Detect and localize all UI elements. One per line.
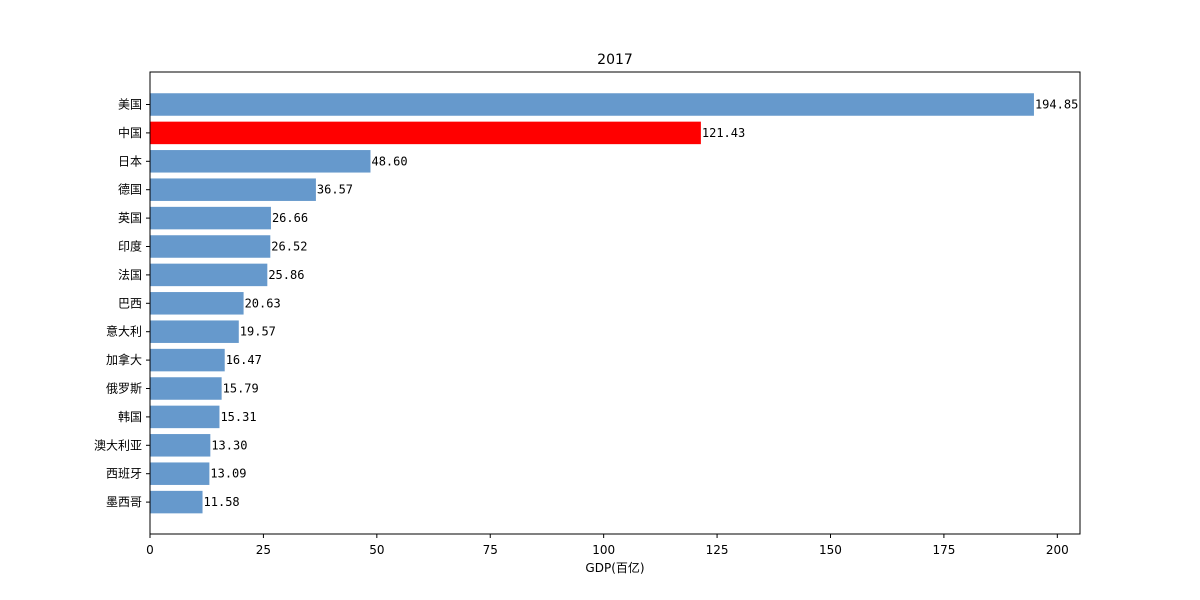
bar-value-label: 194.85 [1035, 98, 1078, 112]
bar-4 [150, 206, 271, 230]
bar-value-label: 25.86 [268, 268, 304, 282]
y-tick-label: 西班牙 [106, 467, 142, 481]
bar-value-label: 15.79 [223, 382, 259, 396]
y-tick-label: 中国 [118, 125, 142, 140]
bar-value-label: 121.43 [702, 126, 745, 140]
x-tick-label: 25 [256, 543, 271, 557]
bar-value-label: 26.52 [271, 240, 307, 254]
bar-10 [150, 377, 222, 400]
y-tick-label: 巴西 [118, 296, 142, 310]
y-tick-label: 俄罗斯 [106, 382, 142, 396]
y-tick-label: 印度 [118, 239, 142, 254]
bars-group [150, 93, 1034, 514]
bar-value-label: 13.09 [210, 467, 246, 481]
bar-value-label: 36.57 [317, 183, 353, 197]
x-tick-label: 175 [932, 543, 955, 557]
bar-14 [150, 490, 203, 514]
x-tick-label: 200 [1046, 543, 1069, 557]
bar-value-label: 26.66 [272, 211, 308, 225]
y-tick-label: 英国 [118, 211, 142, 225]
y-tick-label: 日本 [118, 154, 142, 168]
bar-0 [150, 93, 1034, 116]
chart-title: 2017 [597, 52, 633, 68]
bar-value-label: 20.63 [245, 296, 281, 310]
y-tick-label: 加拿大 [106, 352, 142, 367]
bar-8 [150, 320, 239, 343]
y-tick-label: 意大利 [106, 324, 142, 339]
x-axis: 0 25 50 75 100 125 150 175 200 [146, 534, 1069, 557]
bar-9 [150, 348, 225, 372]
bar-value-label: 19.57 [240, 325, 276, 339]
y-tick-label: 澳大利亚 [94, 438, 142, 452]
x-tick-label: 50 [369, 543, 384, 557]
x-tick-label: 0 [146, 543, 154, 557]
x-tick-label: 75 [483, 543, 498, 557]
bar-12 [150, 434, 211, 457]
y-tick-label: 美国 [118, 98, 142, 112]
x-tick-label: 100 [592, 543, 615, 557]
y-tick-label: 法国 [118, 268, 142, 282]
bar-value-label: 11.58 [204, 495, 240, 509]
value-labels-group: 194.85 121.43 48.60 36.57 26.66 26.52 25.86 20.… [204, 98, 1079, 510]
bar-value-label: 48.60 [371, 154, 407, 168]
plot-frame [149, 71, 1081, 535]
bar-value-label: 16.47 [226, 353, 262, 367]
bar-2 [150, 150, 371, 173]
x-tick-label: 125 [706, 543, 729, 557]
bar-value-label: 15.31 [220, 410, 256, 424]
bar-11 [150, 405, 220, 429]
y-tick-label: 墨西哥 [106, 495, 142, 509]
bar-value-label: 13.30 [211, 438, 247, 452]
x-tick-label: 150 [819, 543, 842, 557]
x-axis-label: GDP(百亿) [585, 560, 644, 575]
y-tick-label: 韩国 [118, 409, 142, 424]
bar-3 [150, 178, 316, 201]
bar-6 [150, 263, 268, 287]
bar-1 [150, 121, 701, 145]
y-tick-label: 德国 [118, 182, 142, 197]
bar-7 [150, 292, 244, 315]
bar-13 [150, 462, 210, 485]
bar-5 [150, 235, 271, 258]
